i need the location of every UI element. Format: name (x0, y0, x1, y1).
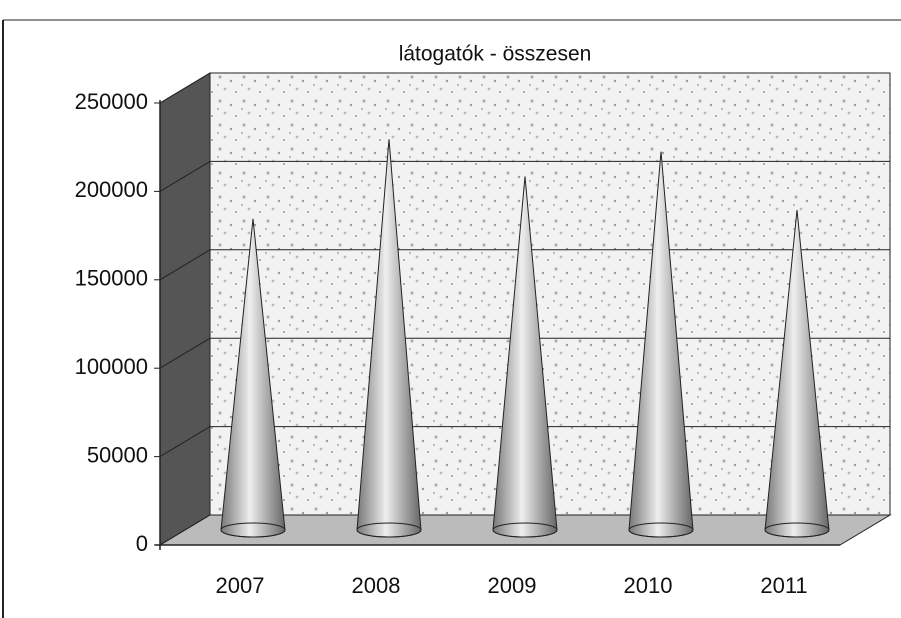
y-tick-label: 0 (136, 531, 148, 556)
cone-base (492, 522, 558, 538)
y-tick-label: 150000 (75, 266, 148, 291)
grid-line (159, 514, 211, 546)
x-tick-label: 2010 (624, 573, 673, 598)
side-wall (159, 72, 211, 546)
grid-line (159, 160, 211, 192)
cone-base (356, 522, 422, 538)
y-tick-label: 100000 (75, 354, 148, 379)
y-tick-label: 250000 (75, 89, 148, 114)
y-tick-label: 50000 (87, 442, 148, 467)
y-tick-label: 200000 (75, 177, 148, 202)
x-tick-label: 2011 (760, 573, 807, 598)
grid-line (159, 72, 211, 104)
chart-title: látogatók - összesen (399, 43, 592, 66)
cone-base (764, 522, 830, 538)
grid-line (159, 337, 211, 369)
x-tick-label: 2008 (352, 573, 401, 598)
grid-line (159, 249, 211, 281)
cone-base (220, 522, 286, 538)
grid-line (159, 426, 211, 458)
x-tick-label: 2007 (216, 573, 265, 598)
x-tick-label: 2009 (488, 573, 537, 598)
cone-base (628, 522, 694, 538)
